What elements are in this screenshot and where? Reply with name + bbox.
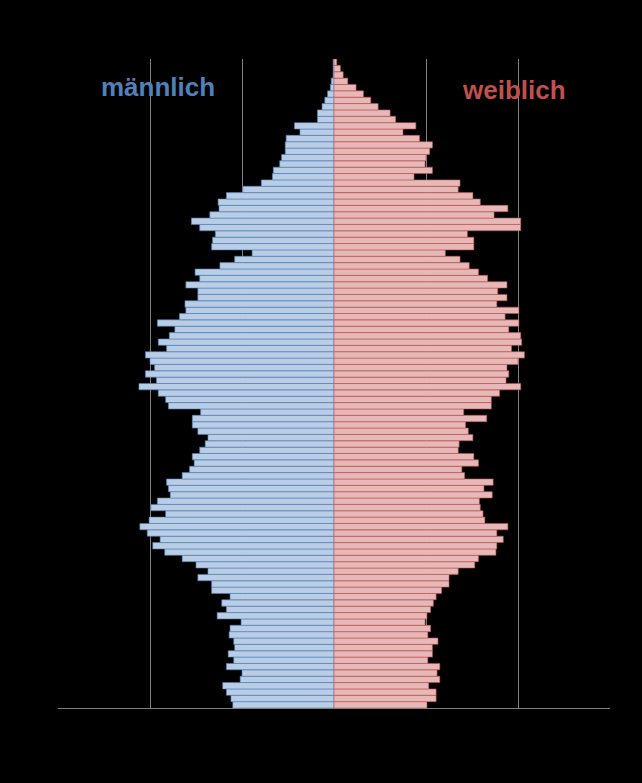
svg-text:weiblich: weiblich	[462, 75, 566, 105]
svg-text:männlich: männlich	[101, 72, 215, 102]
